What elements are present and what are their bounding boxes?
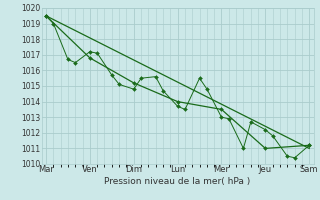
X-axis label: Pression niveau de la mer( hPa ): Pression niveau de la mer( hPa )	[104, 177, 251, 186]
